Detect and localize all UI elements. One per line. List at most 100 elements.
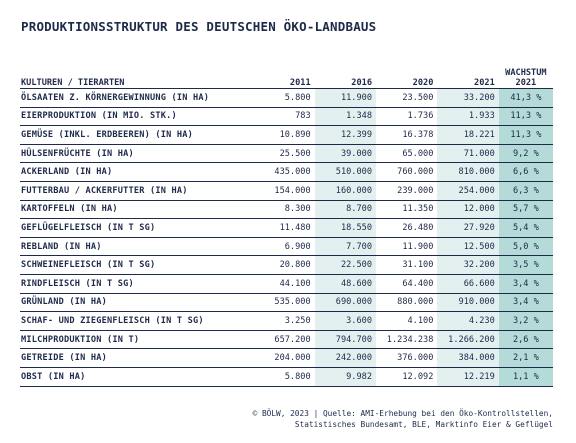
footer-line2: Statistisches Bundesamt, BLE, Marktinfo …	[294, 420, 553, 429]
cell-2016: 7.700	[314, 237, 376, 257]
row-label: SCHWEINEFLEISCH (IN T SG)	[20, 255, 254, 275]
cell-2021: 18.221	[437, 125, 499, 145]
header-label: KULTUREN / TIERARTEN	[20, 62, 254, 89]
cell-2020: 12.092	[376, 367, 438, 387]
cell-2016: 8.700	[314, 200, 376, 220]
cell-2016: 1.348	[314, 107, 376, 127]
row-label: GRÜNLAND (IN HA)	[20, 293, 254, 313]
row-label: KARTOFFELN (IN HA)	[20, 200, 254, 220]
cell-2011: 204.000	[253, 348, 315, 368]
cell-2021: 66.600	[437, 274, 499, 294]
cell-2016: 11.900	[314, 88, 376, 108]
footer-line1: © BÖLW, 2023 | Quelle: AMI-Erhebung bei …	[252, 409, 553, 418]
cell-2020: 11.900	[376, 237, 438, 257]
cell-2021: 32.200	[437, 255, 499, 275]
row-label: FUTTERBAU / ACKERFUTTER (IN HA)	[20, 181, 254, 201]
cell-2011: 10.890	[253, 125, 315, 145]
row-label: ACKERLAND (IN HA)	[20, 162, 254, 182]
row-label: SCHAF- UND ZIEGENFLEISCH (IN T SG)	[20, 311, 254, 331]
header-2020: 2020	[376, 62, 438, 89]
cell-2021: 12.219	[437, 367, 499, 387]
cell-growth: 6,6 %	[498, 162, 553, 182]
cell-2011: 3.250	[253, 311, 315, 331]
table-row: EIERPRODUKTION (IN MIO. STK.) 783 1.348 1.7…	[20, 107, 553, 127]
cell-growth: 5,7 %	[498, 200, 553, 220]
header-row: KULTUREN / TIERARTEN 2011 2016 2020 2021…	[20, 62, 553, 89]
table-row: GETREIDE (IN HA) 204.000 242.000 376.000 384…	[20, 348, 553, 368]
cell-growth: 2,6 %	[498, 330, 553, 350]
table-body: ÖLSAATEN Z. KÖRNERGEWINNUNG (IN HA) 5.800…	[20, 88, 553, 387]
cell-2020: 239.000	[376, 181, 438, 201]
cell-2020: 65.000	[376, 144, 438, 164]
cell-2020: 4.100	[376, 311, 438, 331]
row-label: MILCHPRODUKTION (IN T)	[20, 330, 254, 350]
row-label: GETREIDE (IN HA)	[20, 348, 254, 368]
cell-2020: 26.480	[376, 218, 438, 238]
cell-2011: 783	[253, 107, 315, 127]
cell-2016: 510.000	[314, 162, 376, 182]
cell-2020: 760.000	[376, 162, 438, 182]
cell-2016: 160.000	[314, 181, 376, 201]
cell-growth: 5,0 %	[498, 237, 553, 257]
cell-2011: 435.000	[253, 162, 315, 182]
cell-2020: 880.000	[376, 293, 438, 313]
cell-growth: 11,3 %	[498, 125, 553, 145]
header-growth-line1: WACHSTUM	[505, 68, 547, 78]
cell-2020: 64.400	[376, 274, 438, 294]
header-2016: 2016	[314, 62, 376, 89]
table-row: HÜLSENFRÜCHTE (IN HA) 25.500 39.000 65.000 7…	[20, 144, 553, 164]
table-row: REBLAND (IN HA) 6.900 7.700 11.900 12.500 5,0…	[20, 237, 553, 257]
cell-2016: 242.000	[314, 348, 376, 368]
row-label: EIERPRODUKTION (IN MIO. STK.)	[20, 107, 254, 127]
cell-2016: 48.600	[314, 274, 376, 294]
cell-growth: 3,2 %	[498, 311, 553, 331]
cell-2020: 376.000	[376, 348, 438, 368]
cell-2021: 27.920	[437, 218, 499, 238]
cell-2021: 12.000	[437, 200, 499, 220]
row-label: GEFLÜGELFLEISCH (IN T SG)	[20, 218, 254, 238]
table-row: GEMÜSE (INKL. ERDBEEREN) (IN HA) 10.890 12…	[20, 125, 553, 145]
cell-2021: 71.000	[437, 144, 499, 164]
cell-2021: 810.000	[437, 162, 499, 182]
header-growth: WACHSTUM 2021	[498, 62, 553, 89]
cell-growth: 11,3 %	[498, 107, 553, 127]
cell-growth: 3,4 %	[498, 274, 553, 294]
cell-2011: 6.900	[253, 237, 315, 257]
row-label: REBLAND (IN HA)	[20, 237, 254, 257]
cell-2011: 5.800	[253, 367, 315, 387]
cell-2011: 44.100	[253, 274, 315, 294]
table-row: SCHAF- UND ZIEGENFLEISCH (IN T SG) 3.250 3…	[20, 311, 553, 331]
cell-2016: 9.982	[314, 367, 376, 387]
cell-2016: 12.399	[314, 125, 376, 145]
cell-2021: 384.000	[437, 348, 499, 368]
cell-growth: 6,3 %	[498, 181, 553, 201]
cell-growth: 1,1 %	[498, 367, 553, 387]
cell-2011: 25.500	[253, 144, 315, 164]
cell-2016: 22.500	[314, 255, 376, 275]
cell-2020: 1.736	[376, 107, 438, 127]
cell-2021: 1.266.200	[437, 330, 499, 350]
row-label: HÜLSENFRÜCHTE (IN HA)	[20, 144, 254, 164]
cell-growth: 3,4 %	[498, 293, 553, 313]
cell-2011: 5.800	[253, 88, 315, 108]
table-row: ACKERLAND (IN HA) 435.000 510.000 760.000 81…	[20, 162, 553, 182]
cell-2021: 4.230	[437, 311, 499, 331]
table-row: MILCHPRODUKTION (IN T) 657.200 794.700 1.23…	[20, 330, 553, 350]
cell-growth: 5,4 %	[498, 218, 553, 238]
page-title: PRODUKTIONSSTRUKTUR DES DEUTSCHEN ÖKO-LA…	[21, 19, 377, 34]
cell-2016: 39.000	[314, 144, 376, 164]
cell-2021: 12.500	[437, 237, 499, 257]
cell-growth: 9,2 %	[498, 144, 553, 164]
cell-2016: 794.700	[314, 330, 376, 350]
cell-2020: 11.350	[376, 200, 438, 220]
production-table: KULTUREN / TIERARTEN 2011 2016 2020 2021…	[20, 62, 553, 387]
cell-2021: 910.000	[437, 293, 499, 313]
row-label: GEMÜSE (INKL. ERDBEEREN) (IN HA)	[20, 125, 254, 145]
table-row: ÖLSAATEN Z. KÖRNERGEWINNUNG (IN HA) 5.800…	[20, 88, 553, 108]
cell-2011: 8.300	[253, 200, 315, 220]
cell-2016: 690.000	[314, 293, 376, 313]
table-row: GEFLÜGELFLEISCH (IN T SG) 11.480 18.550 26.…	[20, 218, 553, 238]
cell-2016: 3.600	[314, 311, 376, 331]
cell-2020: 31.100	[376, 255, 438, 275]
